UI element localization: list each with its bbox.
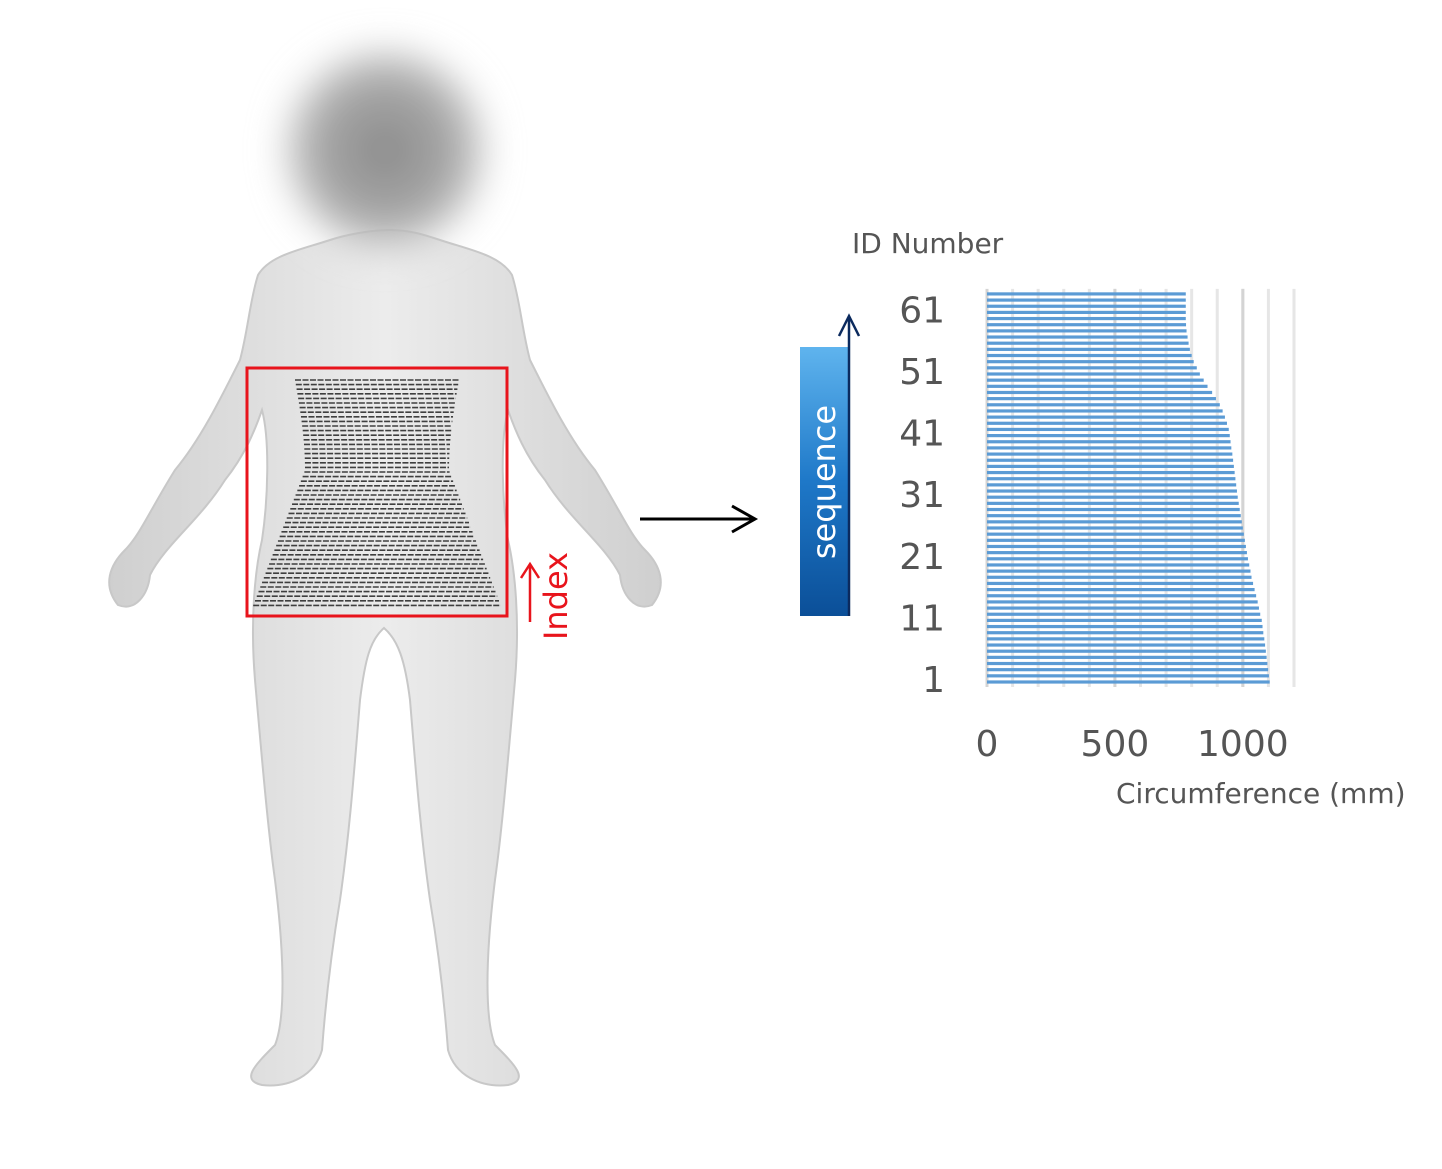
bar xyxy=(987,674,1269,678)
y-tick-label: 31 xyxy=(899,475,945,516)
bar xyxy=(987,341,1189,345)
bar xyxy=(987,637,1265,641)
bar xyxy=(987,477,1236,481)
bar xyxy=(987,655,1267,659)
y-axis-title: ID Number xyxy=(852,227,1004,260)
bar xyxy=(987,581,1254,586)
bar xyxy=(987,458,1234,462)
bar xyxy=(987,588,1255,592)
bar xyxy=(987,483,1237,487)
y-tick-label: 41 xyxy=(899,414,945,455)
bar xyxy=(987,390,1213,395)
bar xyxy=(987,434,1230,438)
bar xyxy=(987,378,1204,382)
bar xyxy=(987,520,1242,524)
bar xyxy=(987,668,1269,672)
bar xyxy=(987,421,1227,425)
y-tick-label: 51 xyxy=(899,352,945,393)
bar xyxy=(987,427,1229,432)
bar xyxy=(987,612,1261,616)
bar xyxy=(987,316,1186,321)
bar xyxy=(987,532,1244,536)
bar xyxy=(987,470,1235,475)
bar xyxy=(987,464,1234,468)
index-arrowhead xyxy=(519,561,541,579)
bar xyxy=(987,538,1245,542)
bar xyxy=(987,353,1192,358)
bar xyxy=(987,551,1247,555)
flow-arrowhead xyxy=(731,504,759,534)
bar xyxy=(987,680,1270,684)
bar xyxy=(987,366,1197,370)
bar xyxy=(987,440,1231,444)
index-label: Index xyxy=(537,552,575,640)
bar xyxy=(987,495,1238,499)
bar xyxy=(987,514,1241,518)
bar xyxy=(987,569,1251,573)
bar xyxy=(987,360,1194,364)
y-tick-label: 1 xyxy=(922,660,945,701)
bar xyxy=(987,563,1250,567)
x-axis-title: Circumference (mm) xyxy=(1116,777,1406,810)
bar xyxy=(987,661,1268,666)
scan-lines xyxy=(253,379,501,607)
bar xyxy=(987,544,1246,549)
bar xyxy=(987,335,1188,339)
bar xyxy=(987,446,1232,450)
region-box xyxy=(245,366,509,618)
bar xyxy=(987,415,1225,419)
bar xyxy=(987,501,1239,505)
bar xyxy=(987,600,1258,604)
bar xyxy=(987,397,1216,401)
bar xyxy=(987,489,1237,493)
y-tick-label: 21 xyxy=(899,537,945,578)
sequence-box xyxy=(800,347,848,616)
chart: ID Number Circumference (mm) 0 500 1000111… xyxy=(852,227,1406,810)
bar xyxy=(987,298,1186,302)
sequence-arrowhead xyxy=(837,313,861,337)
bar xyxy=(987,329,1187,333)
bar xyxy=(987,384,1208,388)
bar xyxy=(987,606,1259,610)
bar xyxy=(987,507,1240,512)
bar xyxy=(987,575,1252,579)
x-tick-label: 500 xyxy=(1081,724,1150,765)
bar xyxy=(987,526,1243,530)
bar xyxy=(987,649,1266,653)
y-tick-label: 11 xyxy=(899,598,945,639)
bar xyxy=(987,452,1233,456)
bar xyxy=(987,403,1220,407)
bar xyxy=(987,323,1187,327)
x-tick-label: 0 xyxy=(976,724,999,765)
bar xyxy=(987,347,1190,351)
bar xyxy=(987,631,1264,635)
body-scan: Index xyxy=(108,50,662,1087)
bar xyxy=(987,372,1200,376)
bar xyxy=(987,618,1262,622)
bar xyxy=(987,624,1263,629)
bar xyxy=(987,594,1257,598)
bar xyxy=(987,304,1186,308)
bar xyxy=(987,292,1186,296)
bar xyxy=(987,310,1186,314)
y-tick-label: 61 xyxy=(899,290,945,331)
bar xyxy=(987,409,1223,413)
bar xyxy=(987,643,1266,647)
x-tick-label: 1000 xyxy=(1197,724,1289,765)
bar xyxy=(987,557,1248,561)
sequence-label: sequence xyxy=(805,405,843,559)
